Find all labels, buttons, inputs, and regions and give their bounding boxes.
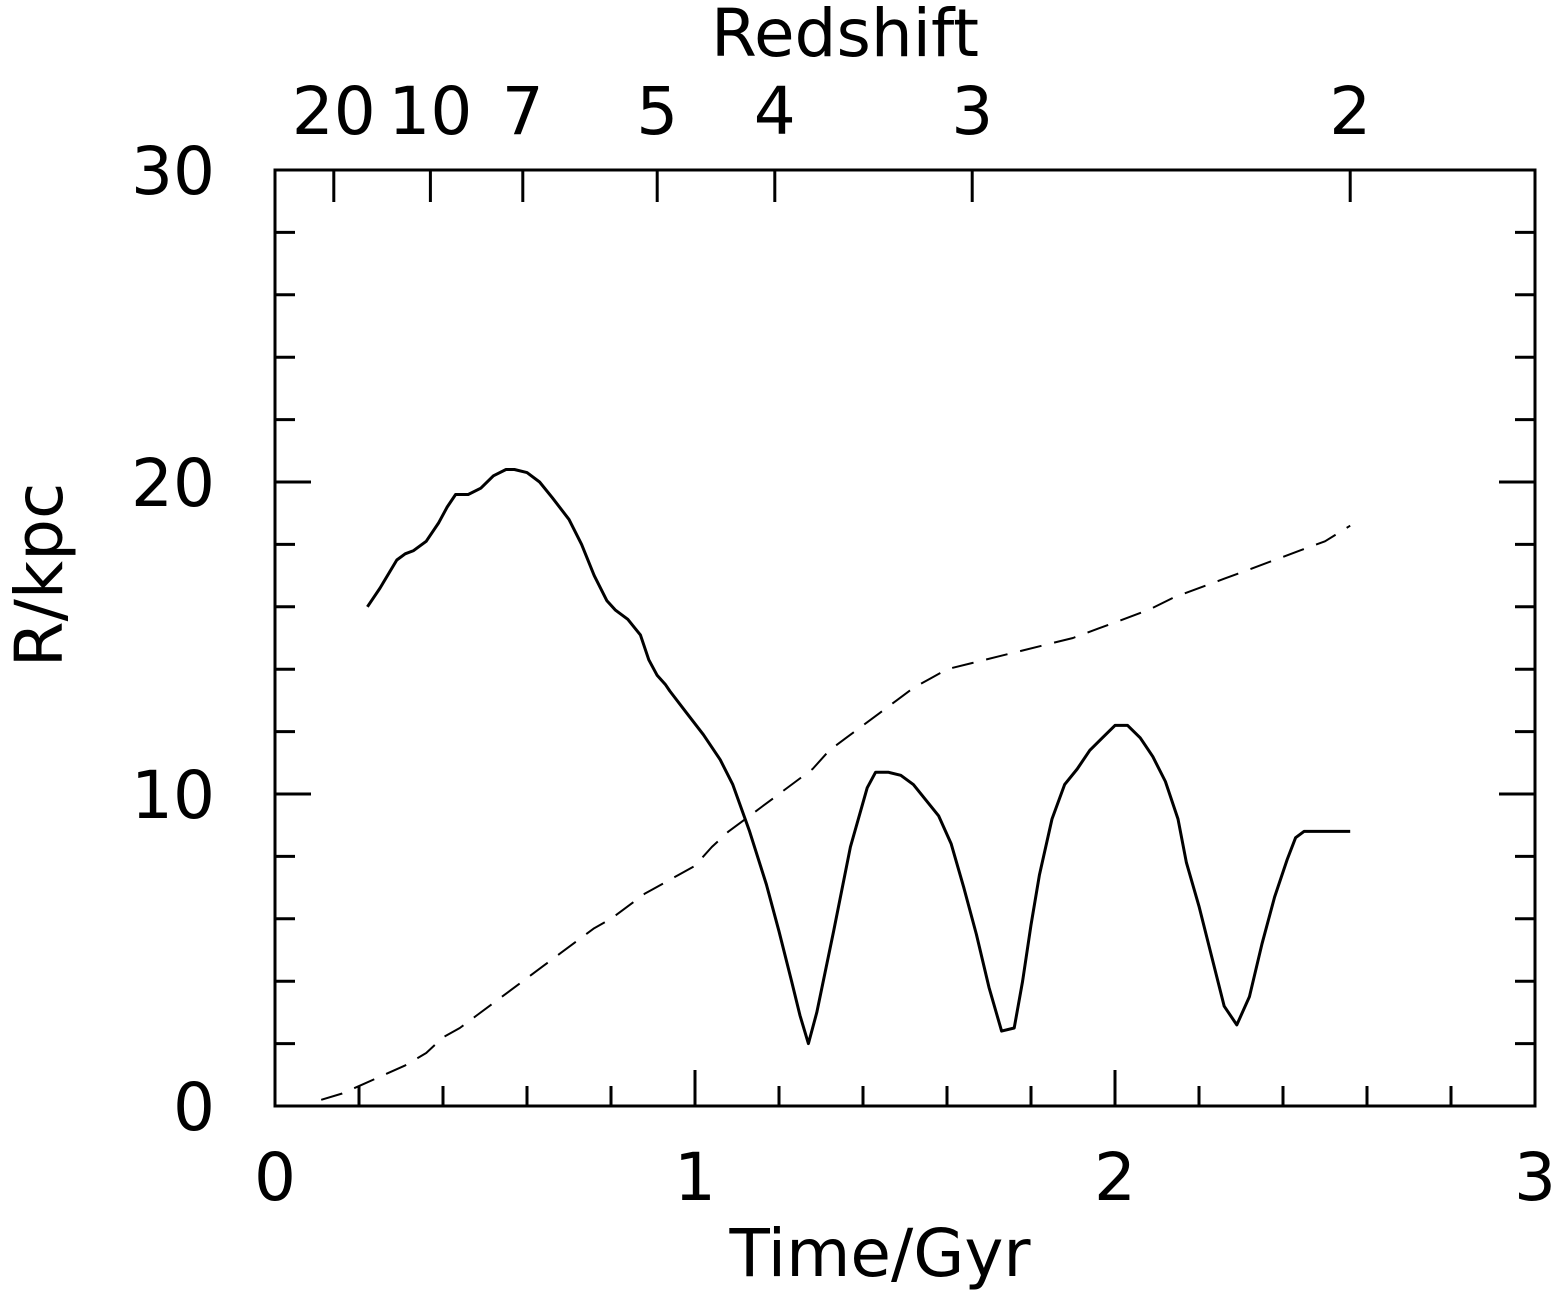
- y-tick-label: 0: [173, 1069, 215, 1146]
- y-axis-title: R/kpc: [1, 483, 78, 668]
- top-tick-label: 4: [754, 73, 796, 150]
- x-tick-label: 0: [254, 1139, 296, 1216]
- x-axis-title: Time/Gyr: [728, 1215, 1031, 1292]
- top-tick-label: 7: [502, 73, 544, 150]
- top-axis-title: Redshift: [711, 0, 979, 72]
- series-group: [320, 468, 1351, 1101]
- top-tick-label: 20: [292, 73, 376, 150]
- y-tick-label: 20: [131, 445, 215, 522]
- top-tick-label: 5: [636, 73, 678, 150]
- plot-frame: [273, 168, 1537, 1108]
- top-tick-label: 2: [1329, 73, 1371, 150]
- y-tick-label: 30: [131, 133, 215, 210]
- tick-marks: [275, 170, 1535, 1106]
- x-tick-label: 2: [1094, 1139, 1136, 1216]
- top-tick-label: 3: [951, 73, 993, 150]
- y-tick-label: 10: [131, 757, 215, 834]
- top-tick-label: 10: [388, 73, 472, 150]
- series-line-dashed: [320, 524, 1351, 1101]
- x-tick-label: 3: [1514, 1139, 1553, 1216]
- x-tick-label: 1: [674, 1139, 716, 1216]
- series-line-solid: [366, 468, 1351, 1046]
